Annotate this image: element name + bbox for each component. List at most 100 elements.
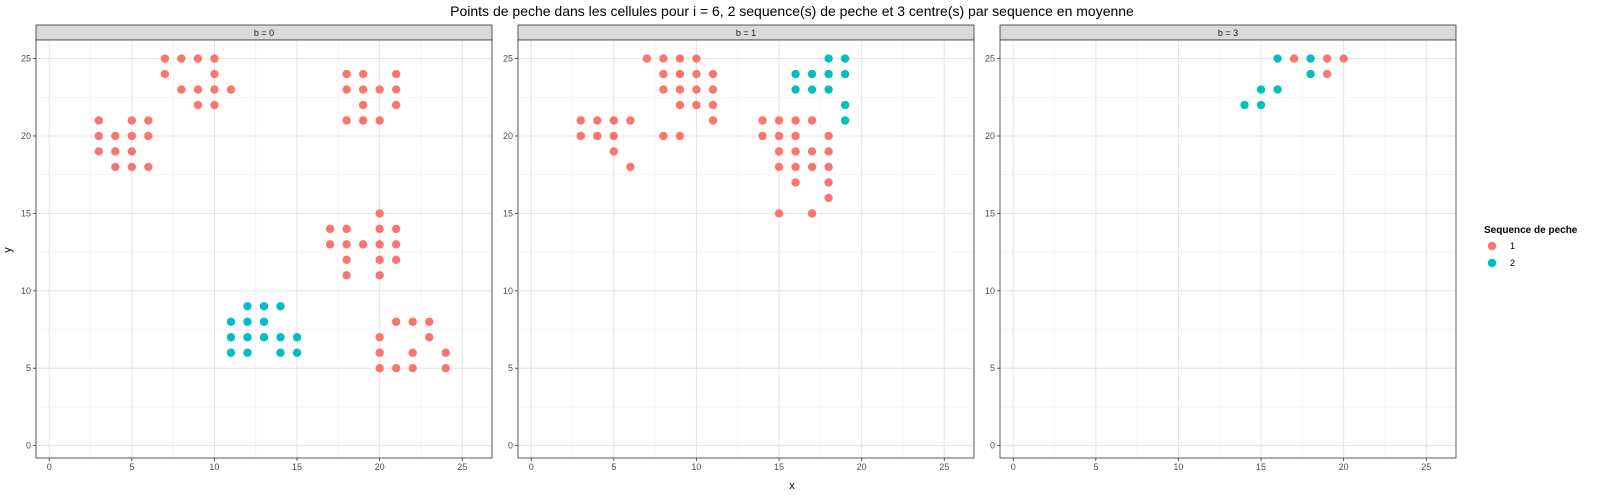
data-point <box>774 147 784 156</box>
data-point <box>94 147 103 156</box>
data-point <box>391 69 401 79</box>
data-series-2 <box>1240 54 1315 110</box>
data-point <box>791 147 800 156</box>
data-point <box>1256 100 1266 110</box>
data-point <box>342 116 351 125</box>
data-point <box>840 54 850 63</box>
data-point <box>358 100 368 110</box>
data-point <box>94 131 103 141</box>
data-point <box>342 240 351 249</box>
x-tick-label: 5 <box>129 462 134 472</box>
data-point <box>226 333 236 342</box>
data-point <box>807 147 817 156</box>
data-point <box>276 348 285 357</box>
legend-label-1: 1 <box>1510 241 1515 251</box>
panel-background <box>36 40 492 458</box>
data-point <box>576 116 585 125</box>
data-point <box>210 69 219 79</box>
data-point <box>358 116 368 125</box>
data-point <box>210 100 219 110</box>
data-point <box>441 348 450 357</box>
data-point <box>609 147 619 156</box>
data-point <box>840 100 850 110</box>
data-point <box>375 85 384 94</box>
data-point <box>358 85 368 94</box>
data-point <box>1273 54 1282 63</box>
facet-panels: b = 0 0 5 10 15 20 25 0 5 10 15 20 25 b = 1 0 5 10 15 20 25… <box>21 24 1457 472</box>
data-point <box>675 85 685 94</box>
data-point <box>375 224 384 234</box>
panel-background <box>518 40 974 458</box>
data-point <box>807 209 817 218</box>
data-point <box>391 224 401 234</box>
data-point <box>342 271 351 280</box>
data-point <box>292 348 302 357</box>
data-point <box>177 54 186 63</box>
data-point <box>824 54 833 63</box>
data-point <box>342 224 351 234</box>
data-point <box>342 85 351 94</box>
data-point <box>375 271 384 280</box>
x-tick-label: 20 <box>1339 462 1349 472</box>
y-tick-label: 0 <box>26 441 31 451</box>
data-series-2 <box>226 302 302 357</box>
data-point <box>593 116 602 125</box>
data-point <box>675 100 685 110</box>
data-series-1 <box>94 54 450 373</box>
y-tick-label: 20 <box>503 131 513 141</box>
data-point <box>127 116 137 125</box>
y-tick-label: 20 <box>21 131 31 141</box>
y-tick-label: 10 <box>985 286 995 296</box>
data-point <box>824 131 833 141</box>
legend-key-2 <box>1487 258 1497 268</box>
data-point <box>292 333 302 342</box>
data-point <box>626 116 635 125</box>
data-point <box>791 85 800 94</box>
data-point <box>1289 54 1299 63</box>
data-point <box>177 85 186 94</box>
legend-title: Sequence de peche <box>1484 225 1578 236</box>
x-tick-label: 10 <box>209 462 219 472</box>
x-tick-label: 10 <box>1173 462 1183 472</box>
data-point <box>774 209 784 218</box>
data-point <box>358 69 368 79</box>
data-point <box>824 162 833 172</box>
data-point <box>408 364 417 373</box>
data-point <box>325 240 335 249</box>
data-point <box>276 333 285 342</box>
data-point <box>1306 54 1315 63</box>
x-tick-label: 25 <box>457 462 467 472</box>
data-point <box>391 100 401 110</box>
data-point <box>160 54 170 63</box>
data-point <box>659 85 668 94</box>
data-point <box>193 54 203 63</box>
x-tick-label: 25 <box>1421 462 1431 472</box>
data-point <box>358 240 368 249</box>
data-point <box>375 348 384 357</box>
y-tick-label: 25 <box>503 54 513 64</box>
data-point <box>791 69 800 79</box>
facet-strip-label: b = 0 <box>254 28 274 38</box>
data-point <box>243 317 252 326</box>
data-point <box>758 131 767 141</box>
data-point <box>824 85 833 94</box>
data-point <box>375 333 384 342</box>
data-point <box>127 131 137 141</box>
data-point <box>111 147 120 156</box>
data-series-1 <box>1289 54 1348 79</box>
data-point <box>1306 69 1315 79</box>
data-point <box>226 317 236 326</box>
data-point <box>193 100 203 110</box>
x-tick-label: 0 <box>529 462 534 472</box>
data-point <box>375 240 384 249</box>
data-point <box>441 364 450 373</box>
data-point <box>342 255 351 265</box>
y-tick-label: 25 <box>21 54 31 64</box>
x-tick-label: 20 <box>375 462 385 472</box>
x-tick-label: 5 <box>1093 462 1098 472</box>
data-point <box>807 85 817 94</box>
data-point <box>708 85 718 94</box>
data-point <box>425 333 434 342</box>
data-point <box>692 85 701 94</box>
